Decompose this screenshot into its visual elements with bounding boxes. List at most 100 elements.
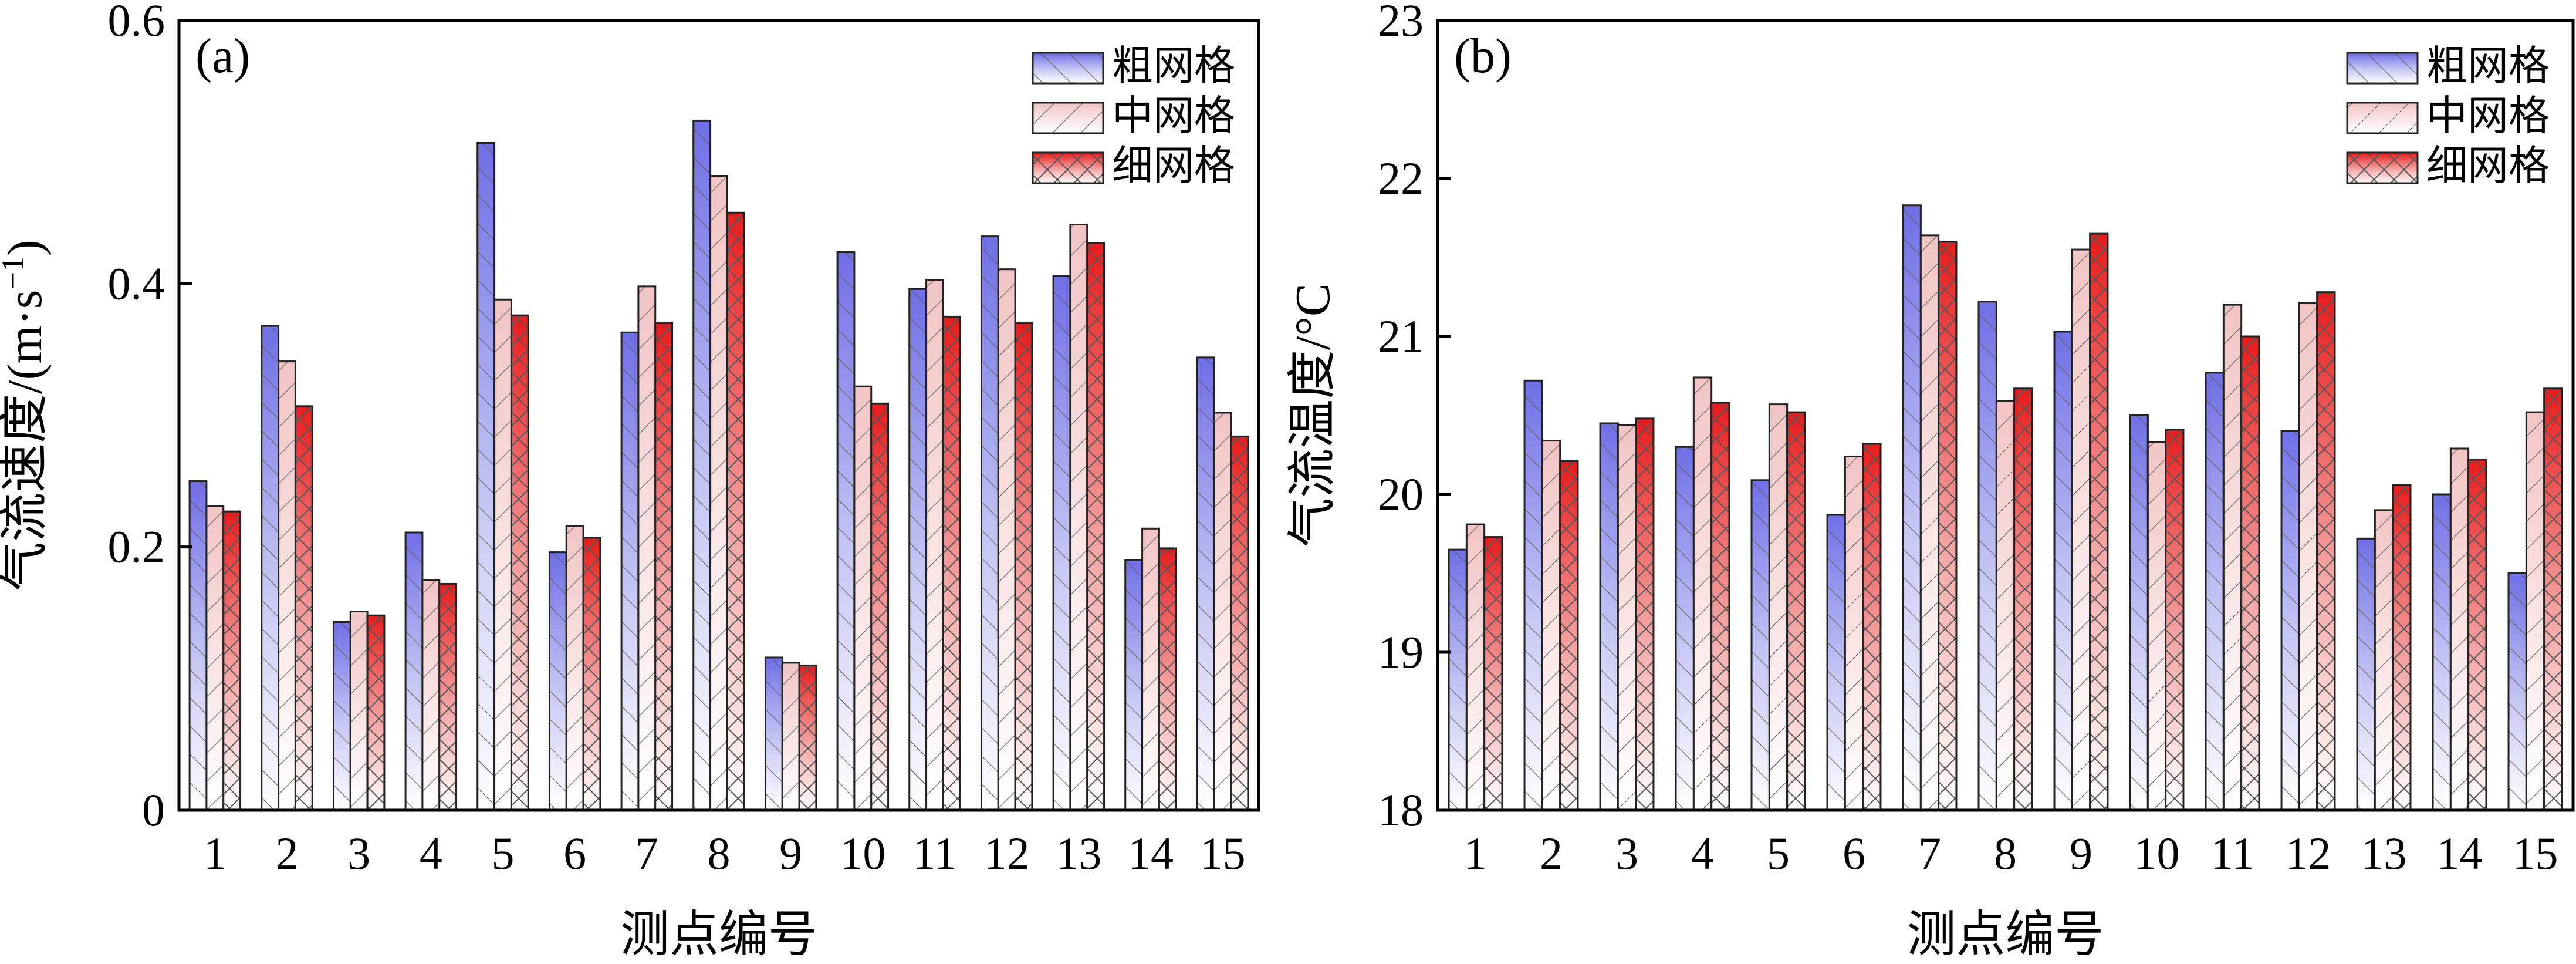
panel-b-bar-hatch-fine-12	[2317, 292, 2335, 810]
panel-a-x-tick-label: 3	[347, 828, 370, 879]
panel-b-bar-coarse-9	[2054, 332, 2072, 810]
panel-b-bar-hatch-medium-7	[1921, 235, 1938, 810]
panel-b-bar-fine-7	[1939, 242, 1956, 810]
panel-b-bar-medium-2	[1542, 441, 1560, 810]
panel-a-bar-medium-8	[711, 176, 728, 810]
panel-b-bar-fine-14	[2469, 460, 2486, 810]
panel-a-bar-hatch-medium-3	[350, 612, 367, 810]
panel-b-x-tick-label: 1	[1464, 828, 1487, 879]
panel-b-bar-coarse-6	[1827, 515, 1845, 810]
panel-b-bar-coarse-1	[1449, 550, 1466, 810]
panel-b-legend-swatch-medium	[2347, 103, 2418, 133]
panel-b-bar-coarse-4	[1676, 447, 1693, 810]
panel-b-bar-fine-15	[2544, 389, 2562, 810]
panel-a-y-axis-title: 气流速度/(m·s−1)	[0, 240, 52, 591]
panel-a-legend-swatch-medium	[1033, 103, 1103, 133]
panel-a-bar-medium-11	[927, 280, 944, 810]
panel-b-legend-item-medium: 中网格	[2347, 94, 2550, 139]
panel-b-bar-fine-13	[2393, 485, 2411, 810]
panel-a-bar-medium-3	[350, 612, 367, 810]
panel-a-bar-hatch-medium-7	[638, 286, 655, 810]
panel-b-x-tick-label: 10	[2134, 828, 2180, 879]
panel-b-bar-medium-10	[2148, 442, 2165, 810]
panel-a-bar-medium-14	[1142, 528, 1159, 810]
panel-b-bar-hatch-fine-1	[1485, 537, 1502, 810]
panel-b-bar-fine-11	[2242, 336, 2259, 810]
panel-b-bar-fine-12	[2317, 292, 2335, 810]
panel-a-bar-coarse-13	[1053, 276, 1070, 810]
panel-b-x-tick-label: 2	[1540, 828, 1563, 879]
panel-b-x-tick-label: 5	[1767, 828, 1790, 879]
panel-a-bar-medium-7	[638, 286, 655, 810]
panel-b-bar-coarse-14	[2433, 494, 2450, 810]
panel-a-legend-swatch-fine	[1033, 153, 1103, 183]
panel-a-y-tick-label: 0.2	[108, 521, 165, 572]
panel-a-y-axis-title-main: 气流速度/(m·s	[0, 290, 52, 591]
panel-a-y-axis-title-close: )	[0, 240, 52, 256]
panel-a-bar-hatch-coarse-9	[765, 658, 782, 810]
panel-b-bar-hatch-medium-13	[2375, 510, 2392, 810]
panel-b-bar-hatch-medium-14	[2450, 449, 2468, 810]
panel-a-bar-hatch-fine-3	[367, 615, 384, 810]
panel-b-bar-medium-13	[2375, 510, 2392, 810]
panel-b-bar-hatch-coarse-15	[2509, 574, 2526, 811]
panel-b-y-axis-title: 气流温度/°C	[1286, 284, 1340, 547]
panel-a-bar-hatch-fine-9	[799, 665, 816, 810]
panel-b-bar-coarse-15	[2509, 574, 2526, 811]
panel-b-bar-fine-6	[1863, 444, 1881, 810]
panel-a-legend-swatch-coarse	[1033, 53, 1103, 83]
panel-b-x-tick-label: 3	[1615, 828, 1638, 879]
panel-a-bar-hatch-fine-4	[440, 584, 457, 810]
panel-a-x-tick-label: 13	[1056, 828, 1101, 879]
panel-b-bar-hatch-fine-13	[2393, 485, 2411, 810]
panel-a-legend-label-coarse: 粗网格	[1112, 44, 1235, 89]
panel-b-bar-hatch-fine-4	[1712, 403, 1729, 810]
panel-b-bar-medium-3	[1618, 425, 1635, 810]
panel-a-bar-coarse-15	[1197, 358, 1214, 810]
panel-a-bar-hatch-coarse-12	[981, 237, 998, 810]
panel-b-bar-fine-3	[1636, 419, 1654, 810]
panel-b-bar-coarse-8	[1979, 302, 1996, 810]
panel-b-bar-hatch-fine-3	[1636, 419, 1654, 810]
panel-a-bar-hatch-medium-11	[927, 280, 944, 810]
panel-a-bar-hatch-fine-12	[1015, 323, 1032, 810]
panel-b-bar-coarse-12	[2281, 431, 2299, 810]
panel-b-bar-hatch-medium-4	[1693, 377, 1711, 810]
panel-a-bar-hatch-coarse-15	[1197, 358, 1214, 810]
panel-a-bar-coarse-10	[837, 252, 854, 810]
panel-a-bar-coarse-12	[981, 237, 998, 810]
panel-b-bar-coarse-13	[2357, 538, 2375, 810]
panel-b-bar-coarse-7	[1903, 205, 1921, 810]
panel-a-bar-hatch-medium-12	[998, 269, 1015, 810]
panel-b-bar-hatch-coarse-9	[2054, 332, 2072, 810]
panel-b-bar-hatch-coarse-5	[1752, 480, 1769, 810]
panel-a-x-tick-label: 1	[204, 828, 227, 879]
panel-b-bar-fine-4	[1712, 403, 1729, 810]
panel-b-y-tick-label: 22	[1378, 153, 1424, 204]
panel-b-y-tick-label: 20	[1378, 468, 1424, 520]
panel-b-bar-hatch-medium-11	[2223, 305, 2241, 810]
panel-b-bar-hatch-fine-11	[2242, 336, 2259, 810]
panel-a-bar-coarse-14	[1125, 560, 1142, 810]
panel-b-bar-hatch-medium-6	[1845, 456, 1862, 810]
panel-a-bar-hatch-coarse-4	[405, 532, 422, 810]
panel-a-bar-medium-6	[566, 526, 583, 810]
panel-b-bar-hatch-fine-9	[2090, 234, 2108, 810]
panel-a-bar-hatch-coarse-8	[694, 120, 711, 810]
panel-b-y-tick-label: 18	[1378, 784, 1424, 835]
panel-b-bar-medium-9	[2072, 250, 2090, 810]
panel-a-bar-hatch-coarse-5	[478, 143, 495, 810]
panel-a-bar-fine-10	[871, 403, 888, 810]
panel-a-bar-fine-15	[1231, 436, 1248, 810]
panel-b-bar-coarse-10	[2130, 416, 2148, 811]
panel-b-x-tick-label: 13	[2361, 828, 2407, 879]
panel-a-bar-medium-12	[998, 269, 1015, 810]
panel-b-x-tick-label: 15	[2513, 828, 2558, 879]
panel-b-bar-coarse-3	[1600, 423, 1618, 810]
panel-a-bar-coarse-9	[765, 658, 782, 810]
panel-a-bar-hatch-medium-13	[1070, 224, 1087, 810]
panel-b-legend-swatch-coarse	[2347, 53, 2418, 83]
panel-a-bar-hatch-coarse-2	[262, 326, 279, 810]
